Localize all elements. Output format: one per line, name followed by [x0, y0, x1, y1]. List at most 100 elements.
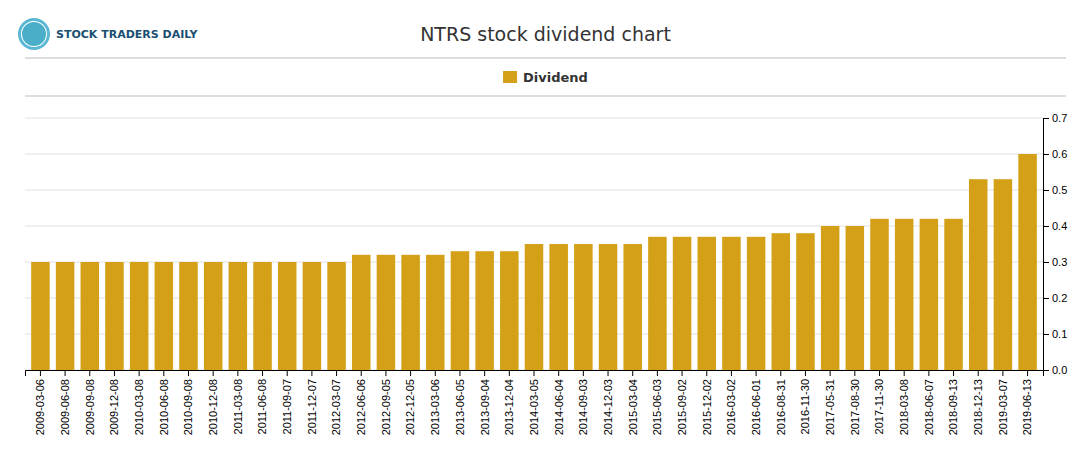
- x-tick-mark: [830, 370, 831, 376]
- x-tick-label: 2012-03-07: [330, 379, 342, 435]
- x-tick: 2012-09-05: [380, 370, 392, 435]
- bar: [155, 262, 174, 370]
- x-tick-mark: [854, 370, 855, 376]
- x-tick-mark: [632, 370, 633, 376]
- x-tick-mark: [213, 370, 214, 376]
- x-tick-label: 2017-11-30: [873, 379, 885, 434]
- x-tick-mark: [509, 370, 510, 376]
- x-tick-mark: [311, 370, 312, 376]
- x-tick-mark: [262, 370, 263, 376]
- x-tick: 2010-06-08: [158, 370, 170, 435]
- grid-line: [25, 190, 1043, 191]
- x-tick-mark: [287, 370, 288, 376]
- y-tick-mark: [1043, 190, 1049, 191]
- bar: [303, 262, 322, 370]
- x-tick-mark: [65, 370, 66, 376]
- y-tick: 0.2: [1043, 292, 1067, 304]
- bar: [229, 262, 248, 370]
- bar: [475, 251, 494, 370]
- grid-line: [25, 226, 1043, 227]
- logo-icon: [21, 21, 47, 47]
- x-tick: 2009-09-08: [84, 370, 96, 435]
- x-tick-label: 2016-11-30: [799, 379, 811, 434]
- x-tick-mark: [89, 370, 90, 376]
- bar: [549, 244, 568, 370]
- bar: [401, 255, 420, 370]
- y-tick: 0.5: [1043, 184, 1067, 196]
- y-tick: 0.0: [1043, 364, 1067, 376]
- x-tick: 2016-06-01: [750, 370, 762, 435]
- x-tick: 2015-06-03: [651, 370, 663, 435]
- x-tick: 2014-12-03: [602, 370, 614, 435]
- x-tick-label: 2018-09-13: [947, 379, 959, 435]
- x-tick: 2017-05-31: [824, 370, 836, 435]
- bar: [327, 262, 346, 370]
- x-tick-mark: [361, 370, 362, 376]
- x-tick-mark: [928, 370, 929, 376]
- bar: [599, 244, 618, 370]
- x-tick: 2017-11-30: [873, 370, 885, 434]
- logo-icon: [22, 22, 46, 46]
- x-tick-mark: [534, 370, 535, 376]
- bar: [352, 255, 371, 370]
- logo-icon: [18, 18, 50, 50]
- x-tick-label: 2017-08-30: [849, 379, 861, 435]
- x-tick: 2015-12-02: [701, 370, 713, 435]
- x-tick: 2011-09-07: [281, 370, 293, 434]
- x-axis: 2009-03-062009-06-082009-09-082009-12-08…: [26, 370, 1044, 435]
- header-separator: [25, 58, 1066, 59]
- y-tick: 0.1: [1043, 328, 1067, 340]
- legend: Dividend: [503, 70, 588, 85]
- x-tick: 2011-06-08: [256, 370, 268, 434]
- bar: [278, 262, 297, 370]
- x-tick-mark: [608, 370, 609, 376]
- x-tick-mark: [1002, 370, 1003, 376]
- bars: [31, 154, 1037, 370]
- x-tick: 2013-09-04: [478, 370, 490, 435]
- bar: [377, 255, 396, 370]
- x-tick: 2015-03-04: [627, 370, 639, 435]
- y-tick: 0.4: [1043, 220, 1067, 232]
- bar: [673, 237, 692, 370]
- x-tick-label: 2012-06-06: [355, 379, 367, 435]
- x-tick-label: 2011-06-08: [256, 379, 268, 434]
- bar: [994, 179, 1013, 370]
- x-tick: 2015-09-02: [676, 370, 688, 435]
- header-separator: [25, 96, 1066, 97]
- bar: [1018, 154, 1037, 370]
- bar: [969, 179, 988, 370]
- x-tick-mark: [558, 370, 559, 376]
- x-tick-mark: [336, 370, 337, 376]
- x-tick-label: 2015-06-03: [651, 379, 663, 435]
- x-tick-label: 2013-12-04: [503, 379, 515, 435]
- x-tick-label: 2009-03-06: [34, 379, 46, 435]
- x-tick: 2011-03-08: [232, 370, 244, 434]
- y-tick-label: 0.4: [1052, 220, 1067, 232]
- bar: [204, 262, 223, 370]
- x-tick-label: 2014-06-04: [553, 379, 565, 435]
- x-tick: 2018-06-07: [923, 370, 935, 435]
- bar: [56, 262, 75, 370]
- logo: STOCK TRADERS DAILY: [18, 18, 199, 50]
- x-tick-label: 2010-06-08: [158, 379, 170, 435]
- x-tick: 2010-09-08: [182, 370, 194, 435]
- x-tick-mark: [953, 370, 954, 376]
- grid-line: [25, 118, 1043, 119]
- x-tick-mark: [780, 370, 781, 376]
- bar: [253, 262, 272, 370]
- y-tick-label: 0.0: [1052, 364, 1067, 376]
- y-axis: 0.00.10.20.30.40.50.60.7: [1043, 112, 1067, 376]
- grid: [25, 118, 1043, 370]
- x-tick-label: 2009-09-08: [84, 379, 96, 435]
- x-tick: 2018-03-08: [898, 370, 910, 435]
- x-tick-mark: [385, 370, 386, 376]
- y-tick-mark: [1043, 298, 1049, 299]
- x-tick: 2010-12-08: [207, 370, 219, 435]
- x-tick-label: 2016-06-01: [750, 379, 762, 435]
- x-tick-mark: [706, 370, 707, 376]
- x-tick: 2014-06-04: [553, 370, 565, 435]
- x-tick-label: 2018-03-08: [898, 379, 910, 435]
- x-tick-mark: [40, 370, 41, 376]
- bar: [944, 219, 963, 370]
- bar: [697, 237, 716, 370]
